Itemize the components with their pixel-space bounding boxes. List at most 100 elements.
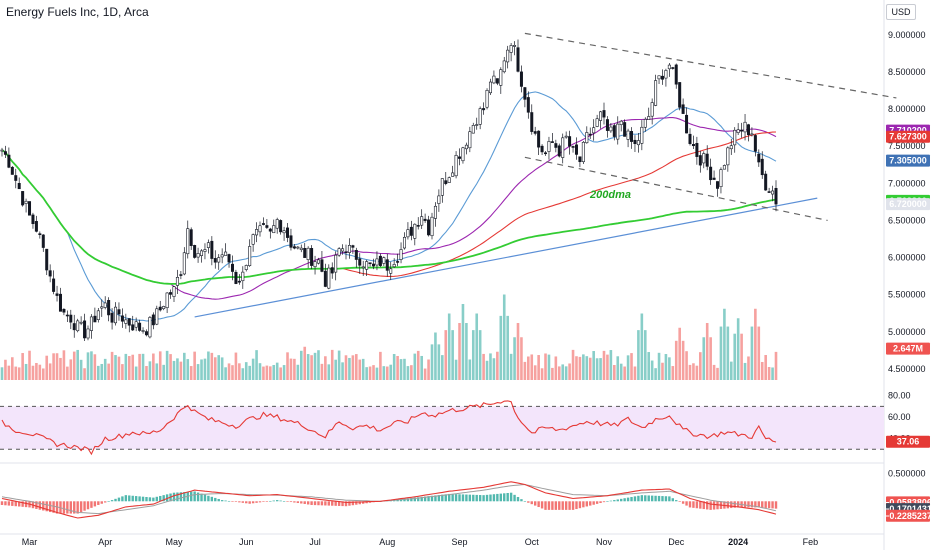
macd-histogram-bar xyxy=(317,501,320,506)
volume-bar xyxy=(506,315,509,380)
macd-histogram-bar xyxy=(540,501,544,509)
macd-histogram-bar xyxy=(258,501,262,503)
volume-bar xyxy=(52,353,55,380)
candle-body xyxy=(179,274,183,276)
macd-histogram-bar xyxy=(296,501,300,504)
macd-histogram-bar xyxy=(196,492,200,502)
candle-body xyxy=(396,261,400,263)
volume-bar xyxy=(355,354,358,380)
candle-body xyxy=(131,324,135,331)
candle-body xyxy=(299,247,303,251)
volume-bar xyxy=(213,357,217,380)
volume-bar xyxy=(420,355,423,380)
volume-bar xyxy=(630,353,633,380)
candle-body xyxy=(712,177,716,180)
macd-histogram-bar xyxy=(554,501,558,510)
time-tick-label: Apr xyxy=(98,537,112,547)
volume-bar xyxy=(17,367,21,380)
volume-bar xyxy=(234,352,238,380)
volume-bar xyxy=(262,366,265,380)
rsi-line xyxy=(1,400,777,456)
candle-body xyxy=(217,257,221,263)
volume-bar xyxy=(685,351,688,380)
volume-bar xyxy=(24,363,28,380)
macd-histogram-bar xyxy=(441,494,444,502)
volume-bar xyxy=(643,330,647,380)
volume-bar xyxy=(441,355,444,380)
price-tag: 6.720000 xyxy=(889,199,927,209)
volume-bar xyxy=(485,360,489,380)
candle-body xyxy=(248,246,252,266)
candle-body xyxy=(654,80,658,106)
candle-body xyxy=(148,317,152,338)
macd-histogram-bar xyxy=(623,498,626,502)
volume-bar xyxy=(193,351,196,380)
volume-bar xyxy=(134,366,138,380)
currency-selector[interactable]: USD xyxy=(886,4,916,20)
candle-body xyxy=(416,225,420,227)
volume-bar xyxy=(241,368,245,380)
macd-histogram-bar xyxy=(647,495,650,502)
macd-histogram-bar xyxy=(227,500,231,502)
volume-bar xyxy=(59,357,62,380)
volume-bar xyxy=(561,364,565,380)
volume-bar xyxy=(310,355,313,380)
macd-histogram-bar xyxy=(90,501,93,508)
candle-body xyxy=(643,119,647,128)
candle-body xyxy=(337,248,341,256)
volume-bar xyxy=(28,350,31,380)
macd-histogram-bar xyxy=(650,495,654,502)
candle-body xyxy=(733,129,737,146)
moving-averages xyxy=(1,91,777,322)
volume-bar xyxy=(293,358,296,380)
candle-body xyxy=(764,173,768,191)
price-tick-label: 8.500000 xyxy=(888,67,926,77)
macd-histogram-bar xyxy=(341,501,344,507)
volume-bar xyxy=(413,353,417,380)
candle-body xyxy=(568,136,572,147)
candle-body xyxy=(743,121,747,133)
candle-body xyxy=(48,270,52,277)
candle-body xyxy=(14,175,18,181)
candle-body xyxy=(279,220,283,233)
candle-body xyxy=(616,123,620,140)
macd-histogram-bar xyxy=(303,501,306,504)
macd-histogram-bar xyxy=(276,500,279,502)
price-tick-label: 4.500000 xyxy=(888,364,926,374)
candle-body xyxy=(482,108,486,111)
price-candles[interactable] xyxy=(0,39,778,341)
price-tick-label: 9.000000 xyxy=(888,30,926,40)
macd-histogram-bar xyxy=(578,501,582,509)
time-tick-label: 2024 xyxy=(728,537,748,547)
candle-body xyxy=(158,306,162,311)
candle-body xyxy=(251,234,255,245)
macd-histogram-bar xyxy=(179,492,183,502)
volume-bar xyxy=(38,364,42,380)
volume-bar xyxy=(571,349,575,380)
macd-histogram-bar xyxy=(427,496,430,502)
volume-bar xyxy=(733,333,737,380)
candle-body xyxy=(523,87,527,100)
macd-histogram-bar xyxy=(564,501,568,510)
candle-body xyxy=(402,236,406,249)
candle-body xyxy=(719,169,723,188)
candle-body xyxy=(647,116,651,120)
macd-tag-bg xyxy=(886,509,930,522)
volume-bar xyxy=(86,352,90,380)
volume-bar xyxy=(79,359,83,380)
candle-body xyxy=(69,314,73,323)
volume-bar xyxy=(705,323,709,380)
candle-body xyxy=(513,45,517,47)
macd-histogram-bar xyxy=(251,501,255,504)
macd-histogram-bar xyxy=(771,501,774,509)
macd-histogram-bar xyxy=(454,494,458,502)
candle-body xyxy=(72,323,76,331)
candle-body xyxy=(169,292,173,295)
macd-histogram-bar xyxy=(231,501,234,502)
candle-body xyxy=(547,141,551,152)
candle-body xyxy=(461,147,465,162)
volume-bar xyxy=(726,326,730,380)
volume-bar xyxy=(723,308,726,380)
volume-bar xyxy=(454,359,458,380)
